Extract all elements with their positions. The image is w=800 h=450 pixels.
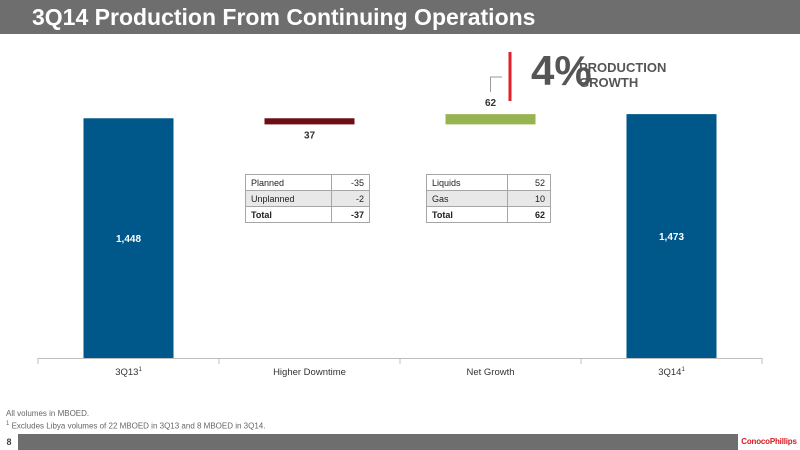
table-cell-value: 62 (506, 206, 552, 223)
category-label: 3Q141 (658, 367, 685, 378)
data-label: 62 (485, 98, 497, 109)
company-logo: ConocoPhillips (738, 434, 800, 450)
table-row: Total 62 (426, 206, 552, 223)
growth-label: PRODUCTION GROWTH (579, 60, 689, 90)
bar-3q13 (83, 118, 174, 359)
bar-net-growth (445, 114, 536, 125)
growth-label-line1: PRODUCTION (579, 60, 667, 75)
page-title: 3Q14 Production From Continuing Operatio… (32, 4, 536, 30)
table-row: Gas 10 (426, 190, 552, 207)
title-bar: 3Q14 Production From Continuing Operatio… (0, 0, 800, 34)
footnote-marker: 1 (6, 421, 10, 427)
table-cell-label: Total (244, 206, 333, 223)
table-cell-value: -35 (331, 174, 370, 191)
category-label: Net Growth (466, 367, 514, 378)
data-label: 1,473 (659, 232, 684, 243)
footnote-libya-text: Excludes Libya volumes of 22 MBOED in 3Q… (9, 421, 266, 431)
table-cell-value: 52 (506, 174, 552, 191)
table-row: Planned -35 (244, 174, 370, 191)
growth-table: Liquids 52 Gas 10 Total 62 (426, 174, 552, 223)
bar-higher-downtime (264, 118, 355, 125)
data-label: 1,448 (116, 234, 141, 245)
table-cell-label: Unplanned (244, 190, 333, 207)
footnote-units: All volumes in MBOED. (6, 409, 90, 418)
table-cell-label: Liquids (426, 174, 508, 191)
growth-percent: 4% (531, 47, 592, 94)
footer-bar (0, 434, 800, 450)
waterfall-chart: 1,448 3Q131 37 Higher Downtime 62 Net Growth 1… (37, 52, 763, 378)
callout-connector (490, 76, 502, 93)
downtime-table: Planned -35 Unplanned -2 Total -37 (244, 174, 370, 223)
table-cell-value: -37 (331, 206, 370, 223)
data-label: 37 (304, 130, 316, 141)
table-cell-label: Gas (426, 190, 508, 207)
table-cell-value: -2 (331, 190, 370, 207)
table-row: Total -37 (244, 206, 370, 223)
table-row: Unplanned -2 (244, 190, 370, 207)
table-cell-value: 10 (506, 190, 552, 207)
footnote-libya: 1 Excludes Libya volumes of 22 MBOED in … (6, 421, 265, 431)
bar-3q14 (626, 114, 717, 359)
growth-label-line2: GROWTH (579, 75, 639, 90)
category-label: 3Q131 (115, 367, 142, 378)
page-number: 8 (0, 434, 18, 450)
table-cell-label: Planned (244, 174, 333, 191)
table-row: Liquids 52 (426, 174, 552, 191)
category-label: Higher Downtime (273, 367, 346, 378)
table-cell-label: Total (426, 206, 508, 223)
